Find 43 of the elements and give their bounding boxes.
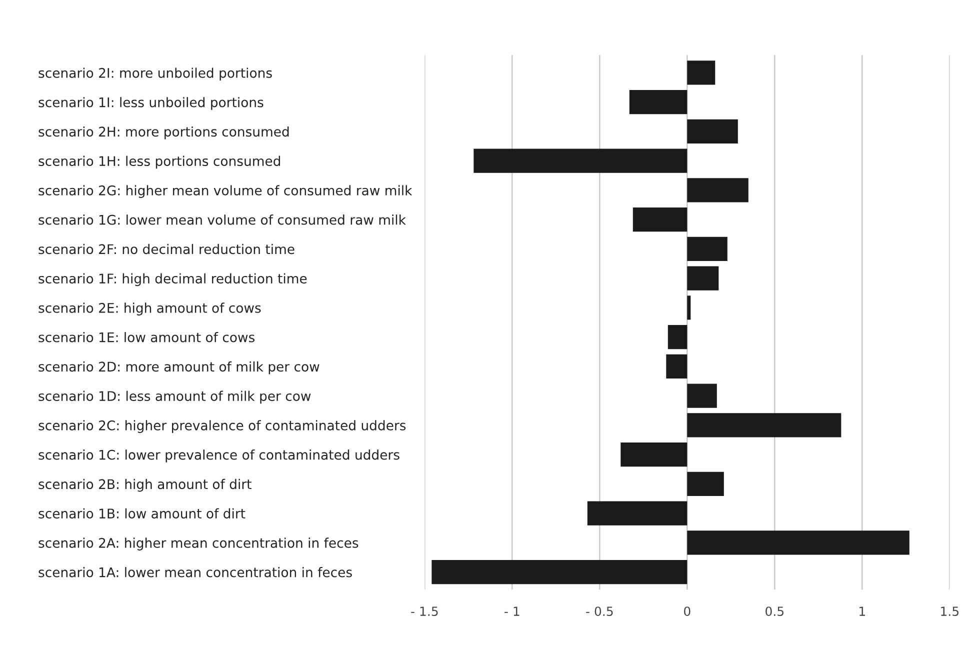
y-tick-label: scenario 1G: lower mean volume of consumed raw milk xyxy=(38,214,406,225)
y-tick-label: scenario 1B: low amount of dirt xyxy=(38,508,246,519)
x-tick-label: - 0.5 xyxy=(586,606,613,616)
bar xyxy=(687,119,738,144)
bar xyxy=(668,325,688,350)
bar xyxy=(432,560,688,584)
bar xyxy=(687,413,842,438)
bar xyxy=(687,530,910,555)
bar xyxy=(632,208,688,232)
y-tick-label: scenario 2F: no decimal reduction time xyxy=(38,244,294,254)
bar xyxy=(687,236,728,261)
y-tick-label: scenario 1E: low amount of cows xyxy=(38,332,255,342)
bar xyxy=(687,472,724,496)
y-tick-label: scenario 1C: lower prevalence of contaminated udders xyxy=(38,450,400,462)
bar xyxy=(474,148,688,173)
y-tick-label: scenario 2C: higher prevalence of contaminated udders xyxy=(38,420,406,433)
bar xyxy=(629,90,688,114)
y-tick-label: scenario 1H: less portions consumed xyxy=(38,156,280,169)
x-tick-label: 1 xyxy=(860,606,865,616)
bar xyxy=(687,384,717,408)
bar xyxy=(687,296,691,320)
y-tick-label: scenario 2A: higher mean concentration in feces xyxy=(38,538,358,550)
y-tick-label: scenario 1A: lower mean concentration in feces xyxy=(38,567,352,578)
x-tick-label: 0 xyxy=(684,606,690,616)
bar xyxy=(620,442,688,467)
y-tick-label: scenario 1I: less unboiled portions xyxy=(38,97,264,110)
bar xyxy=(687,266,719,290)
bar xyxy=(587,501,688,526)
y-tick-label: scenario 2D: more amount of milk per cow xyxy=(38,361,320,374)
x-tick-label: 0.5 xyxy=(766,606,784,616)
y-tick-label: scenario 1F: high decimal reduction time xyxy=(38,273,307,286)
y-tick-label: scenario 2B: high amount of dirt xyxy=(38,478,252,492)
x-tick-label: 1.5 xyxy=(941,606,958,616)
bar xyxy=(666,354,688,378)
x-tick-label: - 1 xyxy=(504,606,520,616)
y-tick-label: scenario 2I: more unboiled portions xyxy=(38,68,272,80)
y-tick-label: scenario 2G: higher mean volume of consumed raw milk xyxy=(38,185,412,198)
y-tick-label: scenario 1D: less amount of milk per cow xyxy=(38,390,311,404)
y-tick-label: scenario 2E: high amount of cows xyxy=(38,302,261,316)
x-tick-label: - 1.5 xyxy=(411,606,438,616)
bar xyxy=(687,60,716,85)
y-tick-label: scenario 2H: more portions consumed xyxy=(38,126,289,140)
bar xyxy=(687,178,748,202)
